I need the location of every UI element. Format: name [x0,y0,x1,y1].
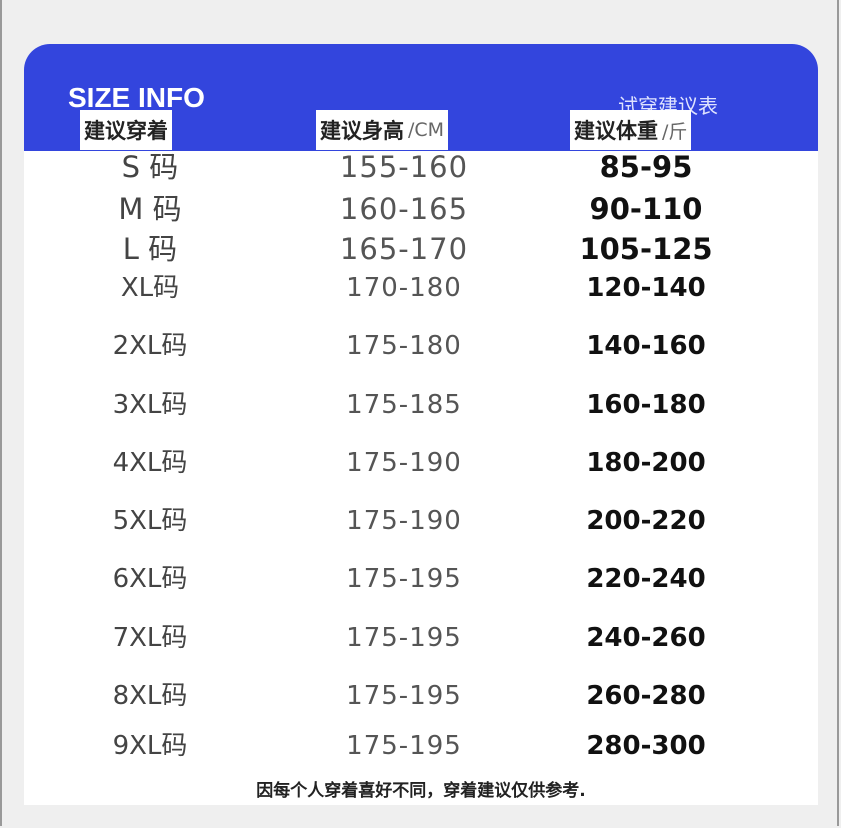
table-row: M 码 160-165 90-110 [24,191,818,227]
height-cell: 160-165 [339,192,469,226]
column-header-height: 建议身高 /CM [316,110,449,150]
size-cell: 3XL码 [112,390,188,420]
column-header-size: 建议穿着 [80,110,172,150]
footer-note: 因每个人穿着喜好不同，穿着建议仅供参考. [256,781,586,801]
table-row: 8XL码 175-195 260-280 [24,678,818,714]
size-cell: 7XL码 [112,623,188,653]
weight-cell: 180-200 [586,448,706,478]
weight-cell: 140-160 [586,331,706,361]
weight-cell: 105-125 [579,232,713,266]
size-info-title: SIZE INFO [68,82,205,113]
size-cell: L 码 [122,232,178,266]
table-row: 3XL码 175-185 160-180 [24,387,818,423]
column-unit: /CM [408,119,445,141]
height-cell: 175-185 [346,390,462,420]
weight-cell: 120-140 [586,273,706,303]
height-cell: 170-180 [346,273,462,303]
weight-cell: 280-300 [586,731,706,761]
weight-cell: 200-220 [586,506,706,536]
weight-cell: 240-260 [586,623,706,653]
height-cell: 175-195 [346,731,462,761]
size-cell: 2XL码 [112,331,188,361]
size-cell: 4XL码 [112,448,188,478]
size-cell: 5XL码 [112,506,188,536]
weight-cell: 220-240 [586,564,706,594]
height-cell: 175-195 [346,564,462,594]
table-row: XL码 170-180 120-140 [24,270,818,306]
size-cell: 6XL码 [112,564,188,594]
height-cell: 165-170 [339,232,469,266]
height-cell: 175-180 [346,331,462,361]
weight-cell: 90-110 [589,192,703,226]
column-unit: /斤 [662,120,688,143]
weight-cell: 160-180 [586,390,706,420]
column-header-weight: 建议体重 /斤 [570,110,692,150]
table-row: 9XL码 175-195 280-300 [24,728,818,764]
size-cell: 9XL码 [112,731,188,761]
size-cell: 8XL码 [112,681,188,711]
height-cell: 175-195 [346,681,462,711]
size-cell: XL码 [120,273,180,303]
size-chart-header: SIZE INFO 试穿建议表 建议穿着 建议身高 /CM 建议体重 /斤 [24,44,818,151]
size-chart-card: SIZE INFO 试穿建议表 建议穿着 建议身高 /CM 建议体重 /斤 S … [24,44,818,805]
table-row: 7XL码 175-195 240-260 [24,620,818,656]
table-row: L 码 165-170 105-125 [24,231,818,267]
column-label: 建议穿着 [84,119,168,143]
height-cell: 175-190 [346,448,462,478]
table-row: 2XL码 175-180 140-160 [24,328,818,364]
height-cell: 155-160 [339,150,469,184]
column-label: 建议身高 [320,119,404,143]
table-row: 5XL码 175-190 200-220 [24,503,818,539]
height-cell: 175-195 [346,623,462,653]
column-label: 建议体重 [574,119,658,143]
table-row: 4XL码 175-190 180-200 [24,445,818,481]
size-cell: S 码 [121,150,179,184]
size-cell: M 码 [118,192,182,226]
table-row: 6XL码 175-195 220-240 [24,561,818,597]
weight-cell: 85-95 [599,150,693,184]
weight-cell: 260-280 [586,681,706,711]
height-cell: 175-190 [346,506,462,536]
table-row: S 码 155-160 85-95 [24,149,818,185]
